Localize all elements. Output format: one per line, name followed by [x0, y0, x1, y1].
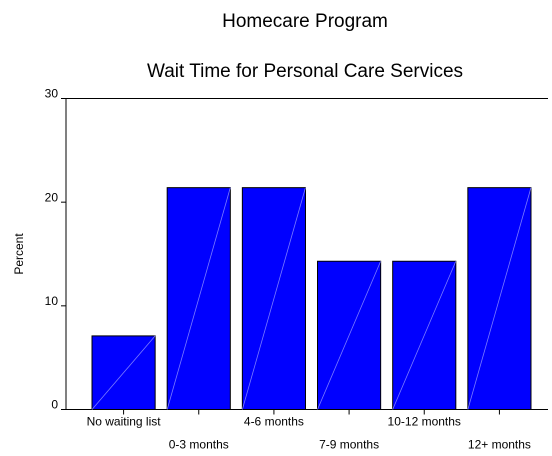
bar-shading [467, 187, 532, 410]
x-tick-label: 0-3 months [169, 438, 229, 452]
y-tick-label: 20 [45, 190, 59, 204]
x-tick-label: 12+ months [468, 438, 531, 452]
x-tick-label: 10-12 months [388, 415, 461, 429]
bar-shading [91, 335, 156, 410]
y-axis-label: Percent [12, 233, 26, 275]
x-tick-label: 7-9 months [319, 438, 379, 452]
x-tick-label: 4-6 months [244, 415, 304, 429]
y-tick-label: 30 [45, 87, 59, 101]
bar-shading [166, 187, 231, 410]
chart-subtitle: Wait Time for Personal Care Services [147, 61, 463, 82]
bar-shading [241, 187, 306, 410]
bar-shading [392, 261, 457, 410]
y-tick-label: 0 [51, 398, 58, 412]
x-tick-label: No waiting list [87, 415, 162, 429]
bar-shading [317, 261, 382, 410]
chart-title: Homecare Program [222, 11, 388, 32]
y-tick-label: 10 [45, 294, 59, 308]
